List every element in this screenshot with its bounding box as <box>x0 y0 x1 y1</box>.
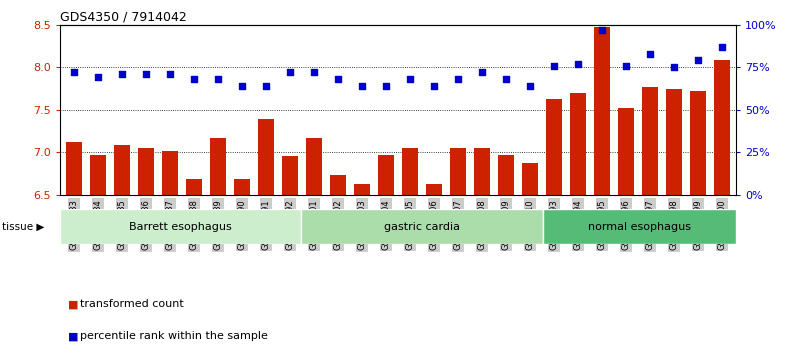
Bar <box>258 119 275 195</box>
Bar <box>330 175 346 195</box>
Point <box>164 71 177 77</box>
Text: percentile rank within the sample: percentile rank within the sample <box>80 331 267 341</box>
Bar <box>426 184 443 195</box>
Point <box>619 63 632 68</box>
Bar <box>66 142 83 195</box>
Bar <box>282 156 298 195</box>
Text: Barrett esophagus: Barrett esophagus <box>129 222 232 232</box>
Point <box>524 83 537 89</box>
Bar <box>713 59 730 195</box>
Point <box>259 83 272 89</box>
Bar <box>642 87 658 195</box>
Point <box>115 71 128 77</box>
Point <box>716 44 728 50</box>
Point <box>283 69 296 75</box>
Bar <box>545 99 562 195</box>
Bar <box>689 91 706 195</box>
Text: ■: ■ <box>68 331 78 341</box>
Bar <box>377 155 394 195</box>
Point <box>500 76 513 82</box>
Point <box>92 75 104 80</box>
Bar <box>302 209 543 244</box>
Bar <box>185 179 202 195</box>
Bar <box>114 145 131 195</box>
Point <box>404 76 416 82</box>
Bar <box>209 138 226 195</box>
Point <box>212 76 224 82</box>
Bar <box>138 148 154 195</box>
Point <box>451 76 464 82</box>
Point <box>595 27 608 33</box>
Bar <box>306 138 322 195</box>
Bar <box>498 155 514 195</box>
Bar <box>234 179 251 195</box>
Bar <box>474 148 490 195</box>
Text: gastric cardia: gastric cardia <box>384 222 460 232</box>
Point <box>356 83 369 89</box>
Bar <box>594 27 611 195</box>
Point <box>308 69 321 75</box>
Text: transformed count: transformed count <box>80 299 183 309</box>
Point <box>236 83 248 89</box>
Point <box>548 63 560 68</box>
Text: GDS4350 / 7914042: GDS4350 / 7914042 <box>60 11 186 24</box>
Point <box>332 76 345 82</box>
Bar <box>60 209 302 244</box>
Bar <box>402 148 419 195</box>
Point <box>188 76 201 82</box>
Text: ■: ■ <box>68 299 78 309</box>
Bar <box>162 152 178 195</box>
Text: tissue ▶: tissue ▶ <box>2 222 44 232</box>
Point <box>427 83 440 89</box>
Point <box>643 51 656 57</box>
Bar <box>665 88 682 195</box>
Bar <box>543 209 736 244</box>
Point <box>668 64 681 70</box>
Point <box>380 83 392 89</box>
Text: normal esophagus: normal esophagus <box>588 222 691 232</box>
Bar <box>353 184 370 195</box>
Point <box>692 58 704 63</box>
Point <box>475 69 488 75</box>
Bar <box>618 108 634 195</box>
Bar <box>570 93 587 195</box>
Bar <box>90 155 107 195</box>
Point <box>140 71 153 77</box>
Point <box>572 61 584 67</box>
Bar <box>450 148 466 195</box>
Bar <box>521 163 538 195</box>
Point <box>68 69 80 75</box>
